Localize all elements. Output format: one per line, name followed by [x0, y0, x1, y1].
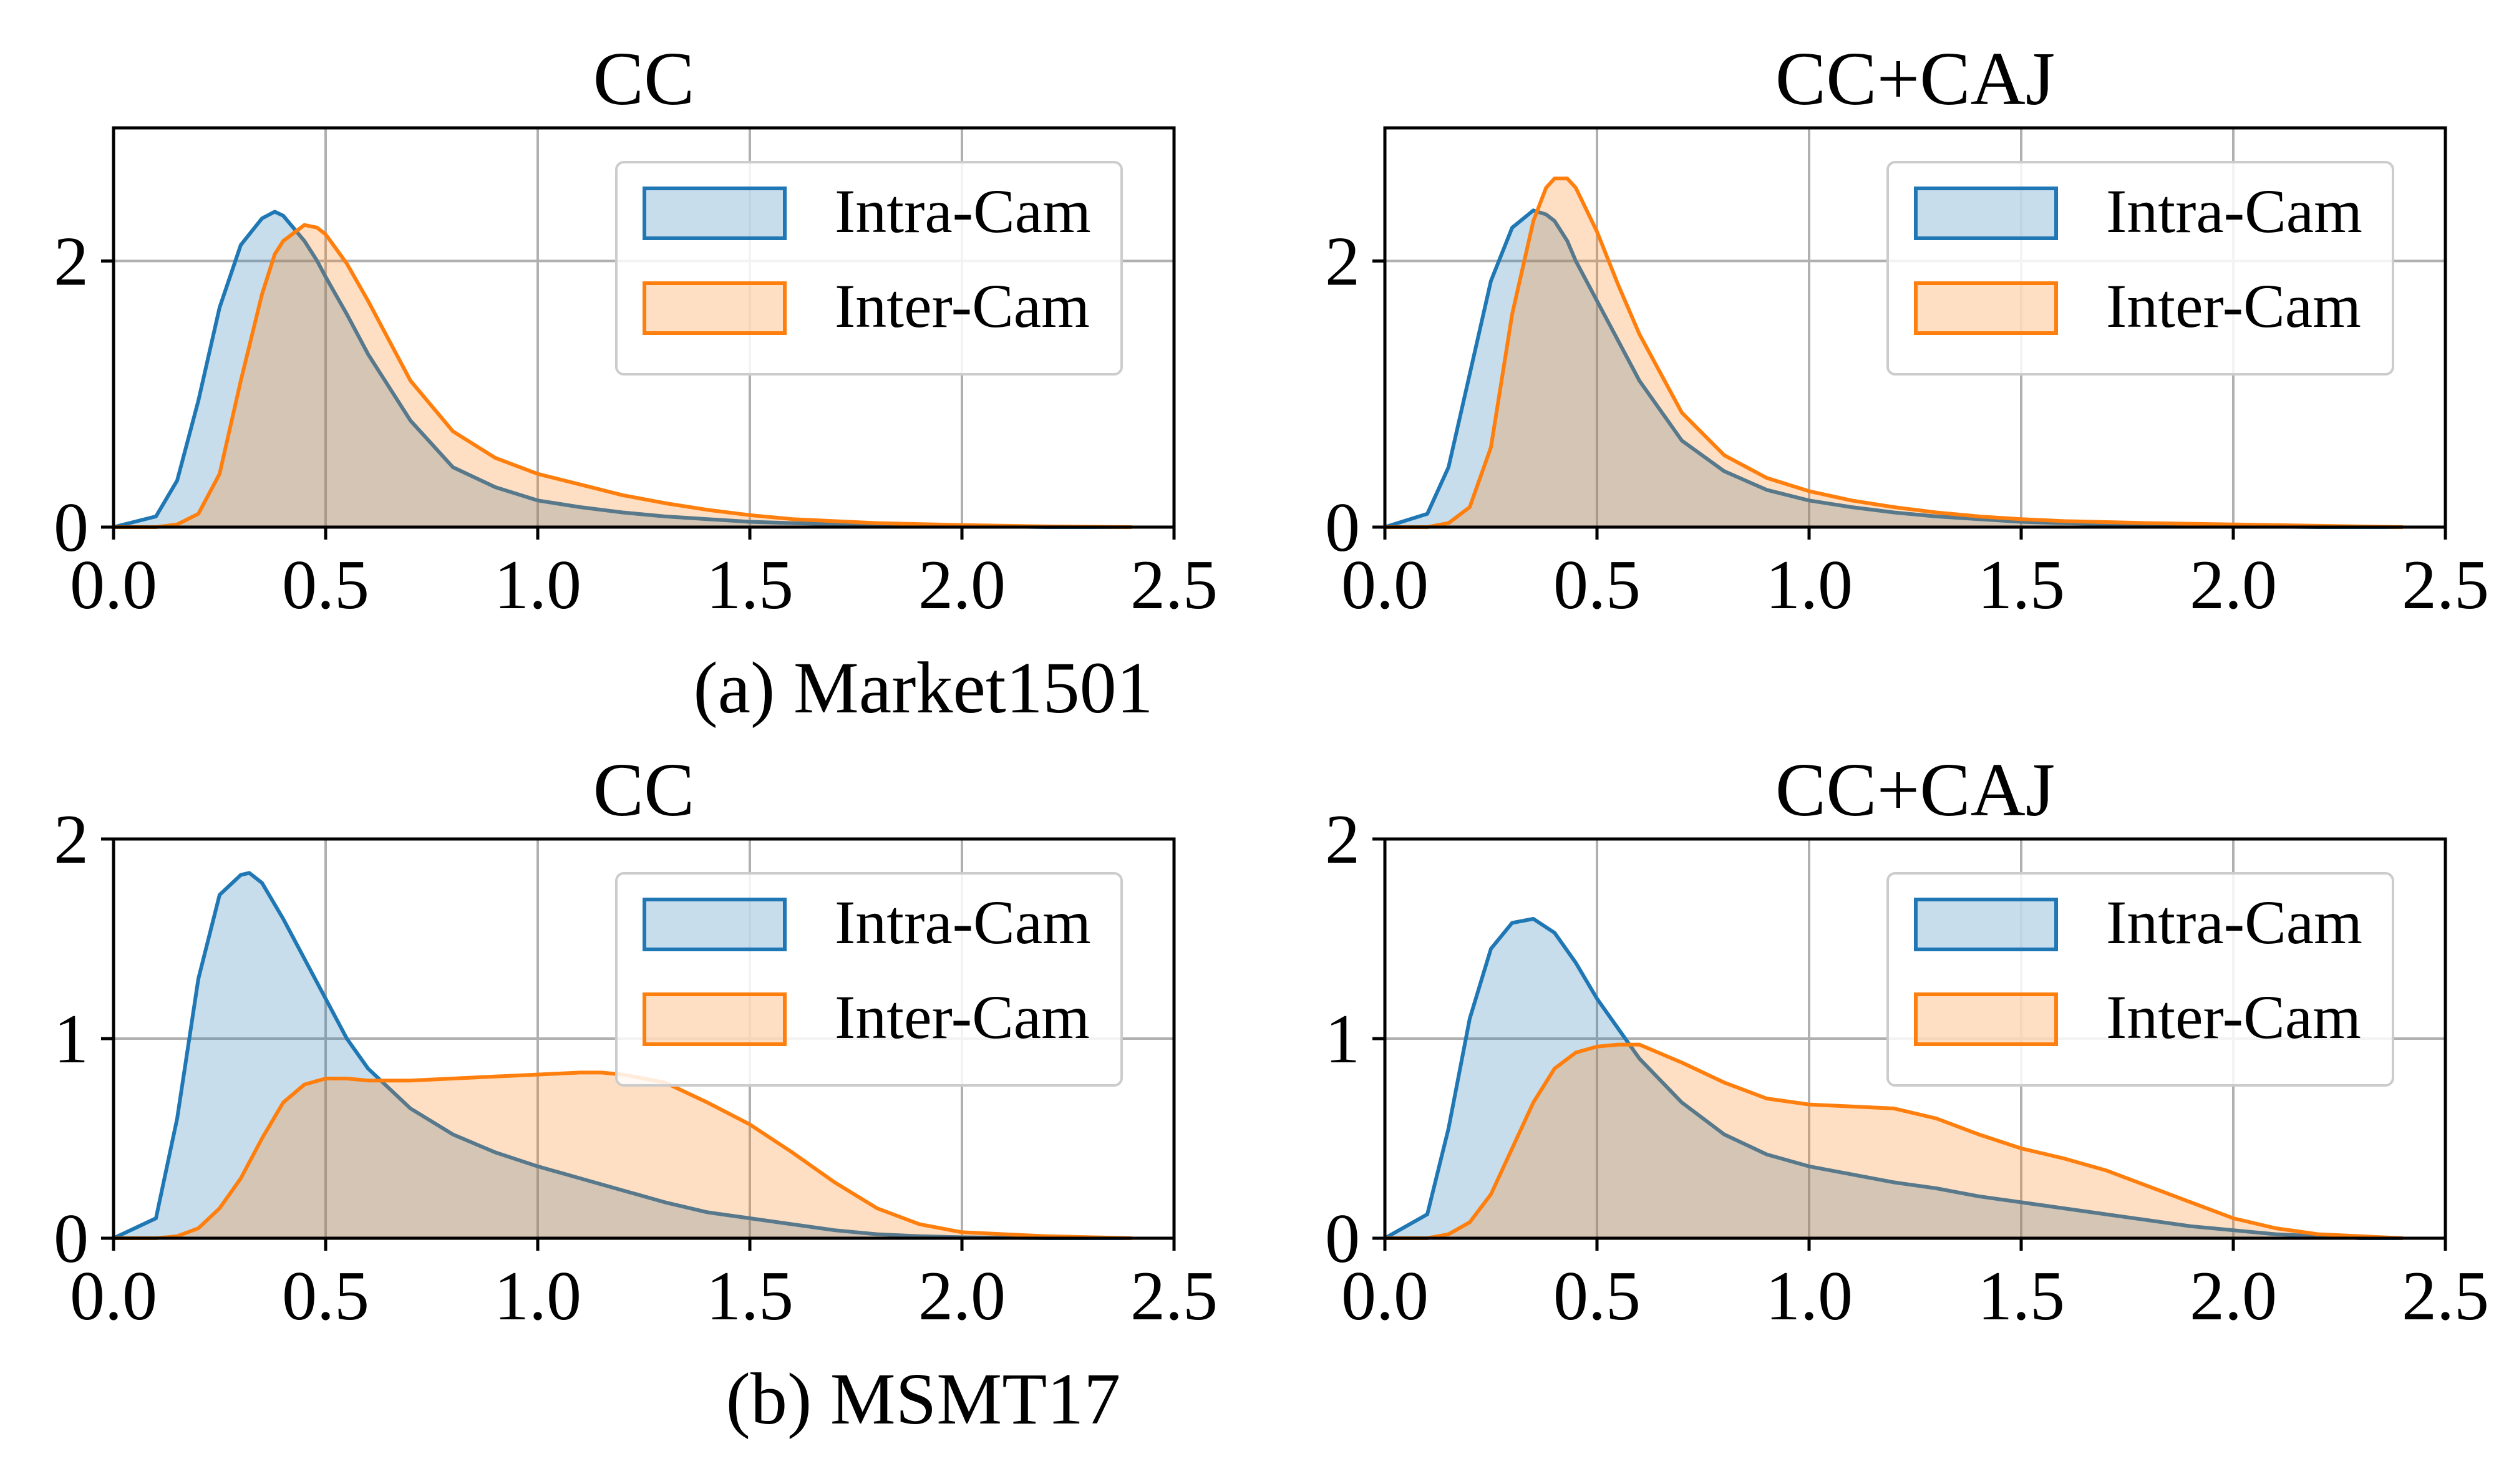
y-tick-label: 1 — [54, 1001, 89, 1078]
y-tick-label: 0 — [54, 489, 89, 566]
x-tick-label: 2.0 — [2190, 1258, 2277, 1335]
y-tick-label: 2 — [1325, 223, 1360, 300]
chart-title: CC — [593, 748, 695, 832]
x-tick-label: 1.0 — [494, 1258, 581, 1335]
legend-swatch-intra-cam — [643, 898, 787, 951]
inter-cam-density-line — [114, 223, 1132, 529]
legend-swatch-inter-cam — [1914, 992, 2058, 1046]
y-tick-label: 0 — [1325, 489, 1360, 566]
chart-panel-3: CC 0.0 0.5 1.0 1.5 2.0 2.5 0 1 2 Intra-Cam Inter-Ca… — [54, 748, 1218, 1335]
legend-box — [1886, 161, 2394, 376]
legend-label-intra-cam: Intra-Cam — [835, 177, 1091, 246]
x-tick-label: 2.5 — [2402, 546, 2489, 624]
x-tick-label: 0.5 — [282, 1258, 369, 1335]
legend-box — [615, 161, 1123, 376]
legend-box — [1886, 872, 2394, 1087]
legend-label-inter-cam: Inter-Cam — [2106, 982, 2361, 1052]
y-tick-label: 0 — [54, 1200, 89, 1278]
intra-cam-density-area — [114, 873, 1132, 1238]
x-tick-label: 0.0 — [70, 1258, 157, 1335]
intra-cam-density-area — [1385, 210, 2403, 527]
legend-label-inter-cam: Inter-Cam — [835, 982, 1090, 1052]
legend: Intra-Cam Inter-Cam — [1886, 872, 2394, 1087]
legend: Intra-Cam Inter-Cam — [1886, 161, 2394, 376]
chart-panel-4: CC+CAJ 0.0 0.5 1.0 1.5 2.0 2.5 0 1 2 Intra-Cam Inte… — [1325, 748, 2489, 1335]
legend-swatch-intra-cam — [643, 187, 787, 240]
inter-cam-density-line — [114, 1070, 1132, 1240]
chart-panel-2: CC+CAJ 0.0 0.5 1.0 1.5 2.0 2.5 0 2 Intra-Cam Inter… — [1325, 37, 2489, 624]
chart-title: CC+CAJ — [1775, 748, 2055, 832]
legend-box — [615, 872, 1123, 1087]
x-tick-label: 1.5 — [1978, 1258, 2065, 1335]
x-tick-label: 1.5 — [706, 546, 794, 624]
x-tick-label: 1.5 — [706, 1258, 794, 1335]
axes-frame — [112, 126, 1176, 529]
chart-panel-1: CC 0.0 0.5 1.0 1.5 2.0 2.5 0 2 Intra-Cam Inter-Cam — [54, 37, 1218, 624]
x-tick-label: 1.5 — [1978, 546, 2065, 624]
inter-cam-density-area — [1385, 1044, 2403, 1238]
intra-cam-density-line — [1384, 208, 2403, 529]
legend-swatch-inter-cam — [1914, 281, 2058, 335]
legend-label-intra-cam: Intra-Cam — [835, 888, 1091, 957]
x-tick-label: 0.5 — [1553, 1258, 1641, 1335]
inter-cam-density-area — [1385, 178, 2403, 528]
inter-cam-density-area — [114, 225, 1132, 527]
inter-cam-density-line — [1385, 177, 2404, 529]
caption-market1501: (a) Market1501 — [693, 647, 1153, 729]
intra-cam-density-area — [114, 211, 1132, 527]
x-tick-label: 2.5 — [2402, 1258, 2489, 1335]
x-tick-label: 0.0 — [1341, 546, 1429, 624]
legend-swatch-intra-cam — [1914, 187, 2058, 240]
legend-label-inter-cam: Inter-Cam — [835, 271, 1090, 341]
y-tick-label: 2 — [54, 223, 89, 300]
x-tick-label: 2.5 — [1130, 546, 1218, 624]
legend: Intra-Cam Inter-Cam — [615, 161, 1123, 376]
x-tick-label: 1.0 — [494, 546, 581, 624]
chart-title: CC+CAJ — [1775, 37, 2055, 121]
panels-group: CC 0.0 0.5 1.0 1.5 2.0 2.5 0 2 Intra-Cam Inter-Cam… — [54, 37, 2489, 1335]
x-tick-label: 0.5 — [1553, 546, 1641, 624]
legend-swatch-inter-cam — [643, 992, 787, 1046]
x-tick-label: 1.0 — [1765, 546, 1853, 624]
x-tick-label: 2.5 — [1130, 1258, 1218, 1335]
axes-frame — [1383, 126, 2447, 529]
x-tick-label: 2.0 — [2190, 546, 2277, 624]
inter-cam-density-area — [114, 1072, 1132, 1238]
legend-swatch-inter-cam — [643, 281, 787, 335]
y-tick-label: 0 — [1325, 1200, 1360, 1278]
legend-label-inter-cam: Inter-Cam — [2106, 271, 2361, 341]
inter-cam-density-line — [1385, 1042, 2404, 1240]
x-tick-label: 1.0 — [1765, 1258, 1853, 1335]
legend: Intra-Cam Inter-Cam — [615, 872, 1123, 1087]
x-tick-label: 2.0 — [918, 1258, 1006, 1335]
chart-title: CC — [593, 37, 695, 121]
y-tick-label: 1 — [1325, 1001, 1360, 1078]
x-tick-label: 0.5 — [282, 546, 369, 624]
intra-cam-density-line — [113, 210, 1132, 529]
caption-msmt17: (b) MSMT17 — [726, 1358, 1121, 1440]
intra-cam-density-line — [112, 871, 1132, 1240]
x-tick-label: 0.0 — [70, 546, 157, 624]
y-tick-label: 2 — [1325, 801, 1360, 878]
legend-swatch-intra-cam — [1914, 898, 2058, 951]
y-tick-label: 2 — [54, 801, 89, 878]
intra-cam-density-line — [1384, 917, 2403, 1240]
x-tick-label: 0.0 — [1341, 1258, 1429, 1335]
intra-cam-density-area — [1385, 919, 2403, 1238]
legend-label-intra-cam: Intra-Cam — [2106, 177, 2362, 246]
legend-label-intra-cam: Intra-Cam — [2106, 888, 2362, 957]
x-tick-label: 2.0 — [918, 546, 1006, 624]
